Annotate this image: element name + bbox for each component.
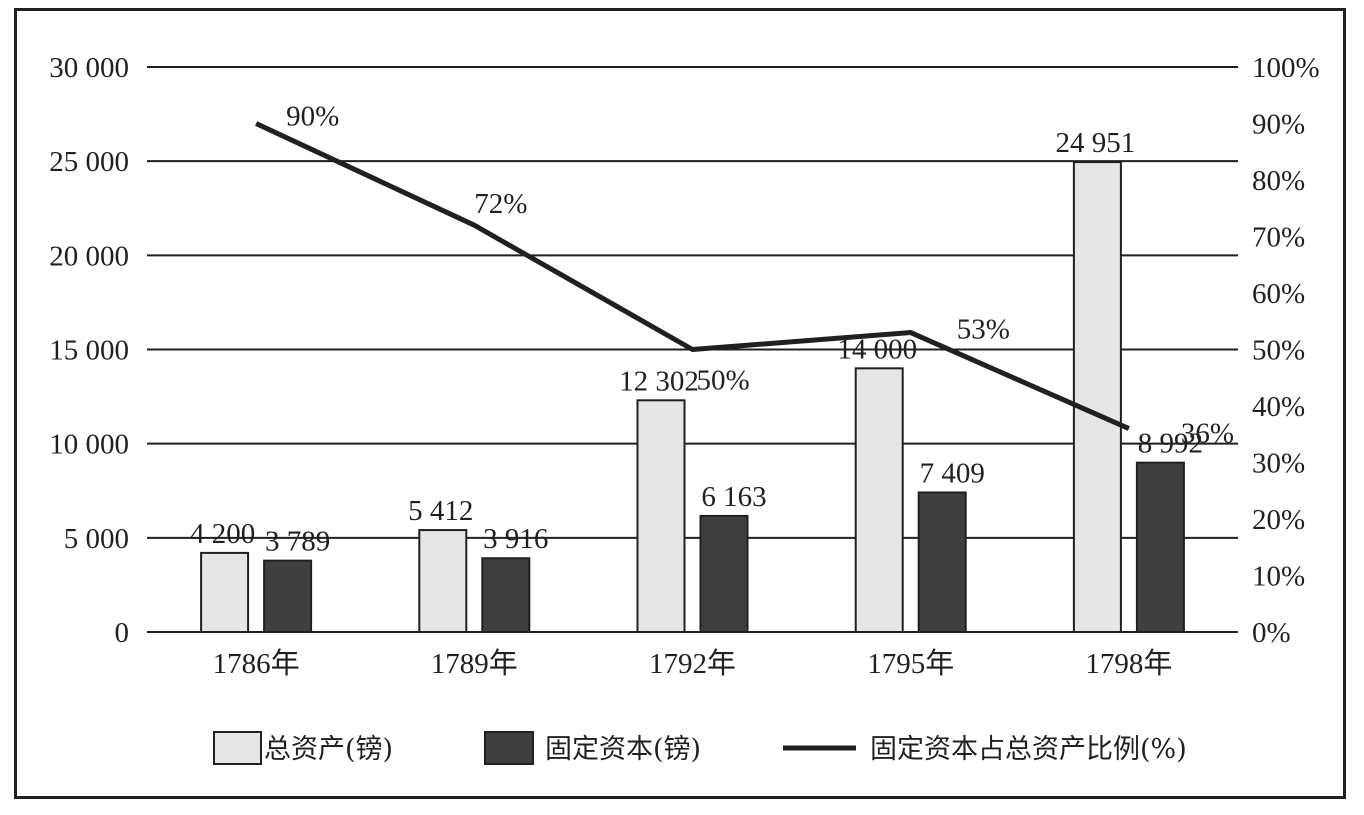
fixed-capital-bar — [1135, 461, 1185, 633]
x-tick-label: 1792年 — [649, 647, 736, 680]
ratio-line-layer — [255, 121, 1130, 431]
ratio-value-label: 36% — [1181, 418, 1234, 450]
x-tick-label: 1786年 — [213, 647, 300, 680]
y-right-tick-label: 30% — [1252, 448, 1305, 480]
legend: 总资产(镑) 固定资本(镑) 固定资本占总资产比例(%) — [213, 731, 1187, 765]
total-assets-value-label: 14 000 — [837, 333, 917, 365]
y-left-tick-label: 30 000 — [49, 52, 129, 84]
y-right-tick-label: 90% — [1252, 109, 1305, 141]
fixed-capital-value-label: 6 163 — [701, 481, 766, 513]
gridlines — [147, 66, 1238, 633]
legend-label-total-assets: 总资产(镑) — [264, 734, 393, 765]
y-right-tick-label: 50% — [1252, 335, 1305, 367]
y-right-tick-label: 60% — [1252, 278, 1305, 310]
total-assets-value-label: 5 412 — [408, 495, 473, 527]
total-assets-bar — [418, 529, 468, 633]
y-right-tick-label: 70% — [1252, 222, 1305, 254]
total-assets-bar — [636, 399, 686, 634]
ratio-value-label: 50% — [697, 365, 750, 397]
chart-frame — [14, 8, 1346, 799]
y-right-tick-label: 40% — [1252, 391, 1305, 423]
total-assets-bar — [1072, 161, 1122, 633]
y-right-tick-label: 100% — [1252, 52, 1320, 84]
total-assets-value-label: 12 302 — [619, 365, 699, 397]
fixed-capital-bar — [263, 559, 313, 633]
y-right-tick-label: 20% — [1252, 504, 1305, 536]
ratio-value-label: 53% — [957, 314, 1010, 346]
x-tick-label: 1789年 — [431, 647, 518, 680]
y-left-tick-label: 25 000 — [49, 146, 129, 178]
legend-swatch-total-assets — [213, 731, 262, 765]
y-right-tick-label: 0% — [1252, 617, 1291, 649]
y-left-tick-label: 20 000 — [49, 240, 129, 272]
bars — [200, 161, 1185, 634]
total-assets-value-label: 4 200 — [190, 518, 255, 550]
fixed-capital-value-label: 3 789 — [265, 526, 330, 558]
total-assets-bar — [854, 367, 904, 633]
y-left-tick-label: 0 — [115, 617, 130, 649]
y-left-tick-label: 10 000 — [49, 429, 129, 461]
fixed-capital-value-label: 3 916 — [483, 523, 548, 555]
labels: 0 5 000 10 000 15 000 20 000 25 000 30 000 0% 10… — [49, 52, 1319, 680]
ratio-line — [255, 121, 1130, 431]
total-assets-value-label: 24 951 — [1056, 127, 1136, 159]
legend-label-fixed-capital: 固定资本(镑) — [545, 734, 701, 765]
x-tick-label: 1795年 — [867, 647, 954, 680]
fixed-capital-bar — [699, 514, 749, 634]
y-left-tick-label: 5 000 — [64, 523, 129, 555]
fixed-capital-bar — [481, 557, 531, 633]
x-tick-label: 1798年 — [1085, 647, 1172, 680]
y-right-tick-label: 10% — [1252, 561, 1305, 593]
y-left-tick-label: 15 000 — [49, 335, 129, 367]
fixed-capital-value-label: 8 992 — [1138, 428, 1203, 460]
ratio-value-label: 90% — [286, 101, 339, 133]
ratio-value-label: 72% — [474, 188, 527, 220]
y-right-tick-label: 80% — [1252, 165, 1305, 197]
fixed-capital-bar — [917, 491, 967, 633]
total-assets-bar — [200, 551, 250, 634]
legend-label-ratio: 固定资本占总资产比例(%) — [870, 734, 1187, 765]
fixed-capital-value-label: 7 409 — [920, 457, 985, 489]
legend-swatch-fixed-capital — [484, 731, 534, 765]
